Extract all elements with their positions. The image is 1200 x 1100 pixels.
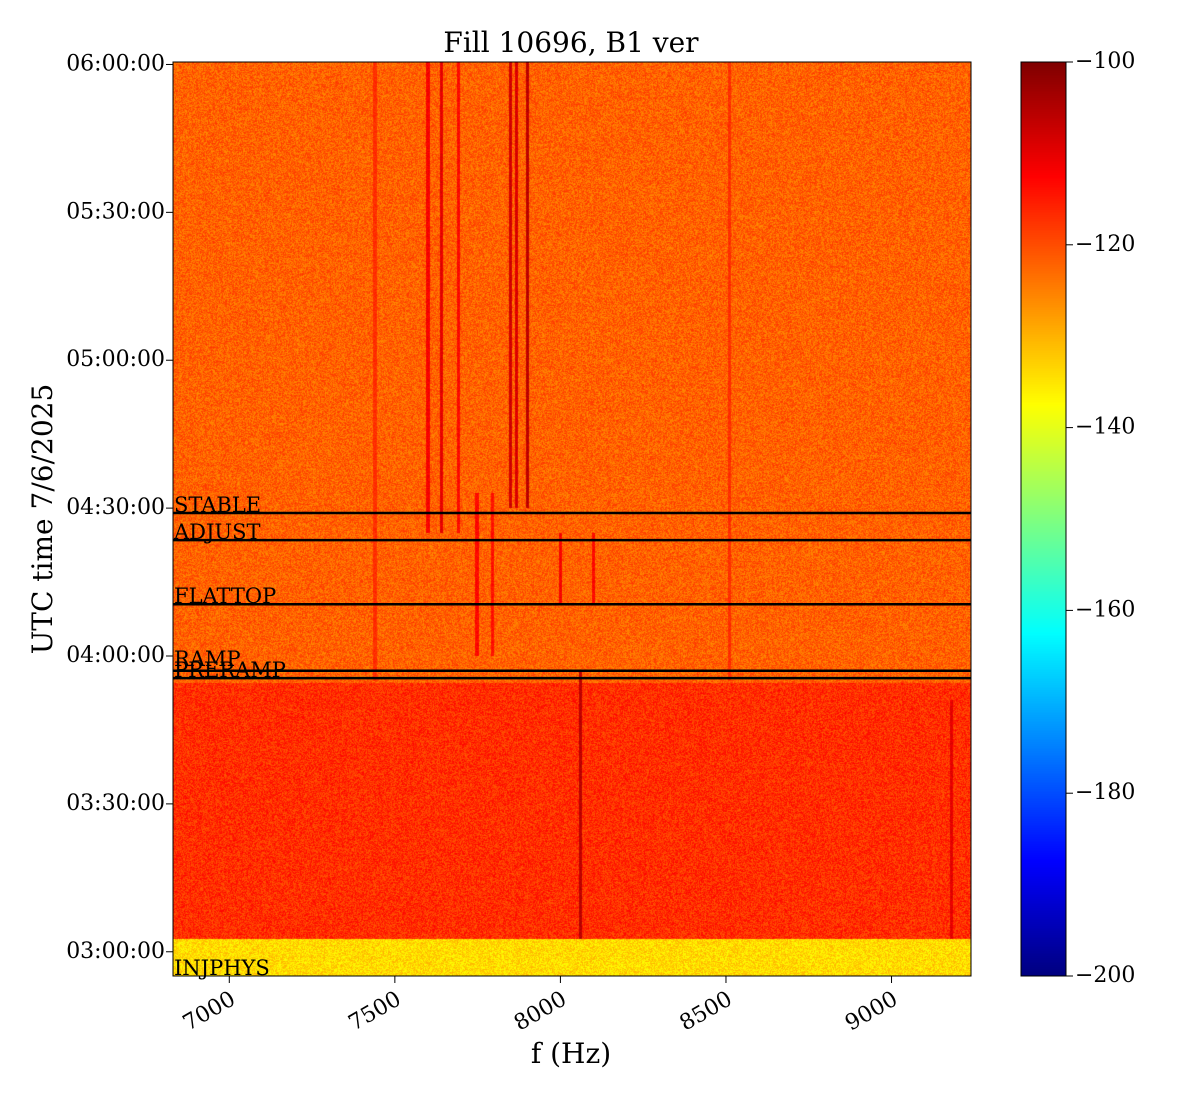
x-axis-label: f (Hz) <box>531 1037 611 1070</box>
y-tick-label: 05:30:00 <box>66 199 165 224</box>
y-tick-label: 04:00:00 <box>66 643 165 668</box>
beam-mode-label: ADJUST <box>173 520 261 544</box>
colorbar-gradient <box>1021 62 1066 976</box>
beam-mode-label: STABLE <box>174 493 261 517</box>
beam-mode-label: RAMP <box>174 647 241 671</box>
x-tick-label: 9000 <box>841 987 902 1037</box>
colorbar-tick-label: −100 <box>1075 49 1135 74</box>
colorbar-ticks: −100 −120 −140 −160 −180 −200 <box>1066 49 1135 988</box>
x-tick-label: 7500 <box>344 987 405 1037</box>
chart-title: Fill 10696, B1 ver <box>443 26 699 59</box>
x-axis: 7000 7500 8000 8500 9000 <box>179 976 902 1036</box>
colorbar-frame <box>1020 61 1067 977</box>
y-tick-label: 06:00:00 <box>66 51 165 76</box>
y-tick-label: 03:00:00 <box>66 939 165 964</box>
y-tick-label: 04:30:00 <box>66 495 165 520</box>
y-tick-label: 03:30:00 <box>66 791 165 816</box>
colorbar-tick-label: −120 <box>1075 232 1135 257</box>
x-tick-label: 8500 <box>676 987 737 1037</box>
colorbar-tick-label: −160 <box>1075 597 1135 622</box>
x-tick-label: 7000 <box>179 987 240 1037</box>
y-axis: 06:00:00 05:30:00 05:00:00 04:30:00 04:00:00… <box>66 51 173 964</box>
plot-frame <box>172 61 972 977</box>
colorbar-tick-label: −200 <box>1075 963 1135 988</box>
beam-mode-label: FLATTOP <box>174 584 276 608</box>
colorbar-tick-label: −180 <box>1075 780 1135 805</box>
colorbar-tick-label: −140 <box>1075 415 1135 440</box>
y-tick-label: 05:00:00 <box>66 347 165 372</box>
spectrogram-image <box>173 62 971 976</box>
y-axis-label: UTC time 7/6/2025 <box>26 384 59 655</box>
x-tick-label: 8000 <box>510 987 571 1037</box>
colorbar: −100 −120 −140 −160 −180 −200 <box>1020 49 1135 988</box>
